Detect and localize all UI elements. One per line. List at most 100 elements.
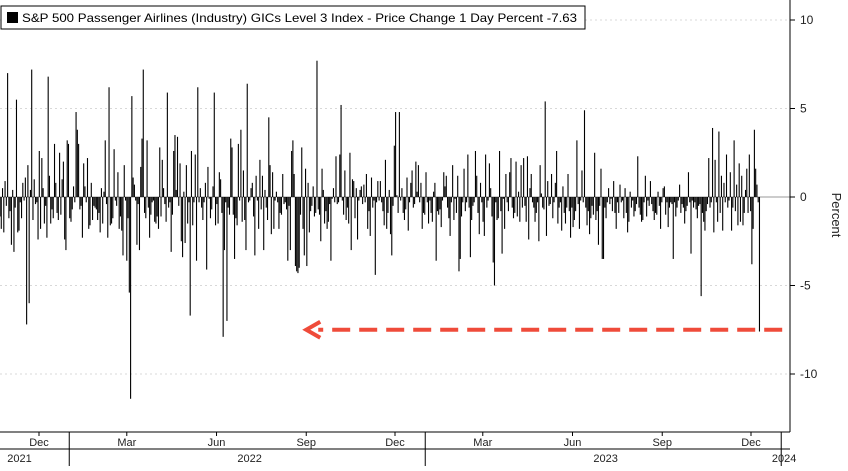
bar (13, 197, 15, 252)
bar (60, 197, 62, 215)
bar (580, 197, 582, 201)
bar (160, 197, 162, 217)
bar (425, 172, 427, 197)
bar (602, 197, 605, 259)
bar (32, 197, 34, 221)
bar (327, 197, 329, 222)
bar (756, 184, 758, 197)
bar (70, 197, 72, 222)
bar (471, 197, 473, 221)
bar (268, 117, 270, 197)
bar (679, 184, 681, 197)
bar (559, 197, 561, 203)
bar (185, 165, 187, 197)
bar (299, 197, 302, 215)
bar (684, 197, 686, 224)
bar (710, 197, 712, 203)
bar (563, 197, 565, 213)
bar (459, 197, 461, 259)
bar (23, 197, 25, 201)
bar (544, 101, 546, 197)
bar (441, 197, 444, 201)
bar (147, 197, 149, 208)
bar (578, 197, 580, 229)
bar (734, 197, 736, 212)
bar (610, 197, 612, 199)
bar (676, 197, 678, 208)
bar (38, 150, 40, 197)
bar (292, 140, 294, 197)
bar (600, 168, 602, 197)
bar (192, 197, 194, 226)
bar (397, 197, 399, 213)
bar (236, 197, 238, 226)
bar (746, 168, 748, 197)
bar (619, 184, 621, 197)
bar (430, 197, 432, 213)
bar (728, 197, 730, 201)
bar (741, 175, 743, 197)
bar (201, 197, 203, 208)
bar (473, 197, 475, 203)
bar (37, 197, 39, 240)
bar (485, 154, 487, 197)
bar (166, 92, 168, 197)
bar (526, 156, 528, 197)
bar (376, 197, 378, 203)
bar (362, 197, 364, 205)
annotation-arrow-head (302, 320, 322, 340)
bar (457, 175, 459, 197)
bar (359, 189, 361, 197)
bar (653, 197, 655, 221)
x-tick-label: Dec (29, 437, 49, 449)
bar (140, 166, 142, 197)
bar (393, 145, 395, 197)
bar (575, 197, 577, 212)
bar (239, 197, 241, 201)
bar (595, 197, 597, 221)
bar (499, 150, 501, 197)
bar (46, 197, 48, 238)
bar (225, 197, 227, 203)
bar (74, 197, 76, 203)
bar (576, 140, 578, 197)
bar (136, 197, 138, 245)
bar (107, 197, 109, 238)
bar (307, 182, 309, 197)
bar (253, 197, 255, 217)
bar (649, 181, 651, 197)
bar (274, 197, 276, 201)
bar (365, 173, 367, 197)
bar (322, 189, 324, 197)
bar (85, 197, 87, 203)
bar (260, 197, 262, 210)
bar (204, 182, 206, 197)
bar (258, 197, 260, 229)
x-tick-label: Sep (296, 437, 316, 449)
bar (713, 197, 715, 233)
bar (657, 191, 659, 197)
bar (113, 149, 115, 197)
bar (462, 197, 464, 203)
bar (618, 197, 620, 213)
bar (223, 197, 225, 251)
bar (566, 197, 568, 208)
bar (712, 127, 714, 197)
bar (491, 197, 493, 217)
bar (377, 181, 379, 197)
bar (516, 197, 518, 217)
bar (250, 188, 252, 197)
bar (367, 197, 369, 229)
bar (209, 197, 212, 219)
bar (57, 197, 59, 221)
bar (5, 197, 7, 206)
bar (33, 179, 35, 197)
bar (45, 197, 47, 206)
bar (561, 197, 563, 231)
bar (277, 197, 279, 203)
bar (226, 197, 228, 321)
bar (313, 197, 315, 217)
bar (637, 156, 639, 197)
bar (621, 197, 624, 201)
bar (548, 197, 550, 206)
